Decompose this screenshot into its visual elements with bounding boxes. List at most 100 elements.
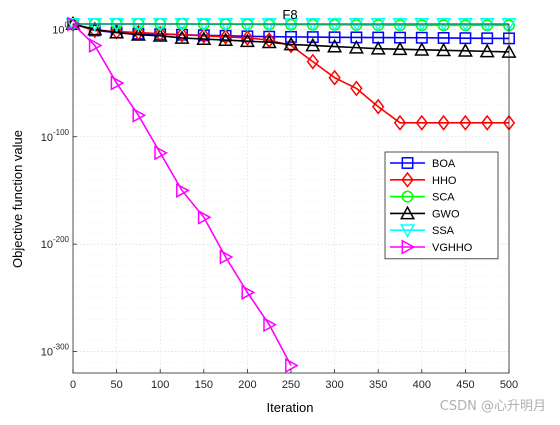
data-point bbox=[218, 32, 234, 47]
data-point bbox=[392, 18, 408, 32]
data-point bbox=[130, 26, 146, 41]
x-tick-label: 350 bbox=[369, 379, 387, 391]
chart-title: F8 bbox=[282, 7, 297, 22]
data-point bbox=[501, 18, 517, 32]
data-point bbox=[348, 18, 364, 32]
data-point bbox=[263, 317, 278, 333]
data-point bbox=[196, 31, 212, 45]
data-point bbox=[392, 41, 408, 56]
data-point bbox=[152, 28, 168, 42]
y-tick-label: 10-100 bbox=[41, 128, 70, 144]
data-point bbox=[481, 32, 494, 45]
data-point bbox=[457, 18, 473, 32]
data-point bbox=[197, 27, 210, 44]
data-point bbox=[154, 145, 169, 161]
data-point bbox=[130, 18, 146, 32]
data-point bbox=[283, 18, 299, 32]
legend-label: VGHHO bbox=[432, 242, 473, 254]
data-point bbox=[110, 75, 125, 91]
data-point bbox=[152, 18, 168, 32]
legend: BOA HHO SCA GWO SSA VGHHO bbox=[384, 151, 499, 260]
data-point bbox=[261, 34, 277, 49]
data-point bbox=[399, 205, 416, 220]
data-point bbox=[87, 21, 103, 36]
data-point bbox=[239, 33, 255, 48]
data-point bbox=[219, 249, 234, 265]
data-point bbox=[239, 18, 255, 32]
data-point bbox=[218, 18, 234, 32]
legend-label: BOA bbox=[432, 158, 456, 170]
data-point bbox=[414, 41, 430, 56]
legend-item-gwo: GWO bbox=[390, 205, 460, 220]
data-point bbox=[399, 224, 416, 239]
data-point bbox=[350, 80, 363, 97]
data-point bbox=[348, 39, 364, 54]
data-point bbox=[65, 18, 81, 32]
data-point bbox=[305, 18, 321, 32]
series-gwo bbox=[65, 16, 517, 58]
data-point bbox=[481, 114, 494, 131]
series-vghho bbox=[67, 16, 299, 373]
data-point bbox=[176, 182, 190, 198]
x-axis-label: Iteration bbox=[267, 400, 314, 415]
data-point bbox=[132, 107, 147, 123]
data-point bbox=[401, 190, 414, 203]
data-point bbox=[87, 18, 103, 32]
legend-label: SCA bbox=[432, 192, 455, 204]
legend-label: SSA bbox=[432, 225, 455, 237]
y-tick-label: 10-200 bbox=[41, 235, 70, 251]
series-line bbox=[72, 23, 292, 366]
data-point bbox=[393, 114, 407, 131]
data-point bbox=[457, 43, 473, 57]
data-point bbox=[88, 37, 103, 53]
data-point bbox=[328, 31, 341, 44]
legend-item-hho: HHO bbox=[390, 171, 457, 188]
data-point bbox=[283, 36, 299, 51]
data-point bbox=[401, 239, 416, 255]
y-tick-label: 10-300 bbox=[41, 343, 70, 359]
x-tick-label: 500 bbox=[500, 379, 518, 391]
x-tick-label: 0 bbox=[70, 379, 76, 391]
legend-item-vghho: VGHHO bbox=[390, 239, 473, 255]
series-line bbox=[72, 23, 509, 124]
x-tick-label: 400 bbox=[413, 379, 431, 391]
data-point bbox=[197, 209, 212, 225]
x-tick-label: 50 bbox=[110, 379, 122, 391]
x-axis-ticks: 0 50 100 150 200 250 300 350 400 450 500 bbox=[70, 369, 518, 391]
data-point bbox=[370, 40, 386, 55]
legend-label: HHO bbox=[432, 175, 457, 187]
data-point bbox=[327, 38, 343, 53]
data-point bbox=[437, 114, 450, 131]
data-point bbox=[436, 18, 452, 32]
x-tick-label: 300 bbox=[325, 379, 343, 391]
data-point bbox=[67, 16, 81, 32]
data-point bbox=[401, 157, 414, 169]
data-point bbox=[175, 26, 189, 43]
y-axis-label: Objective function value bbox=[10, 130, 25, 268]
data-point bbox=[196, 18, 212, 32]
x-tick-label: 150 bbox=[195, 379, 213, 391]
data-point bbox=[415, 114, 428, 131]
data-point bbox=[414, 18, 430, 32]
data-point bbox=[174, 30, 190, 44]
legend-item-boa: BOA bbox=[390, 157, 456, 170]
data-point bbox=[401, 171, 414, 188]
data-point bbox=[174, 18, 190, 32]
data-point bbox=[306, 53, 319, 70]
data-point bbox=[219, 28, 232, 45]
data-point bbox=[328, 69, 341, 86]
x-tick-label: 250 bbox=[282, 379, 300, 391]
watermark: CSDN @心升明月 bbox=[439, 399, 546, 414]
data-point bbox=[370, 18, 386, 32]
data-point bbox=[109, 24, 125, 39]
data-point bbox=[109, 18, 125, 32]
data-point bbox=[241, 29, 254, 46]
data-point bbox=[327, 18, 343, 32]
data-point bbox=[479, 43, 495, 58]
x-tick-label: 450 bbox=[456, 379, 474, 391]
data-point bbox=[285, 357, 299, 373]
data-point bbox=[479, 18, 495, 32]
legend-item-ssa: SSA bbox=[390, 224, 455, 239]
